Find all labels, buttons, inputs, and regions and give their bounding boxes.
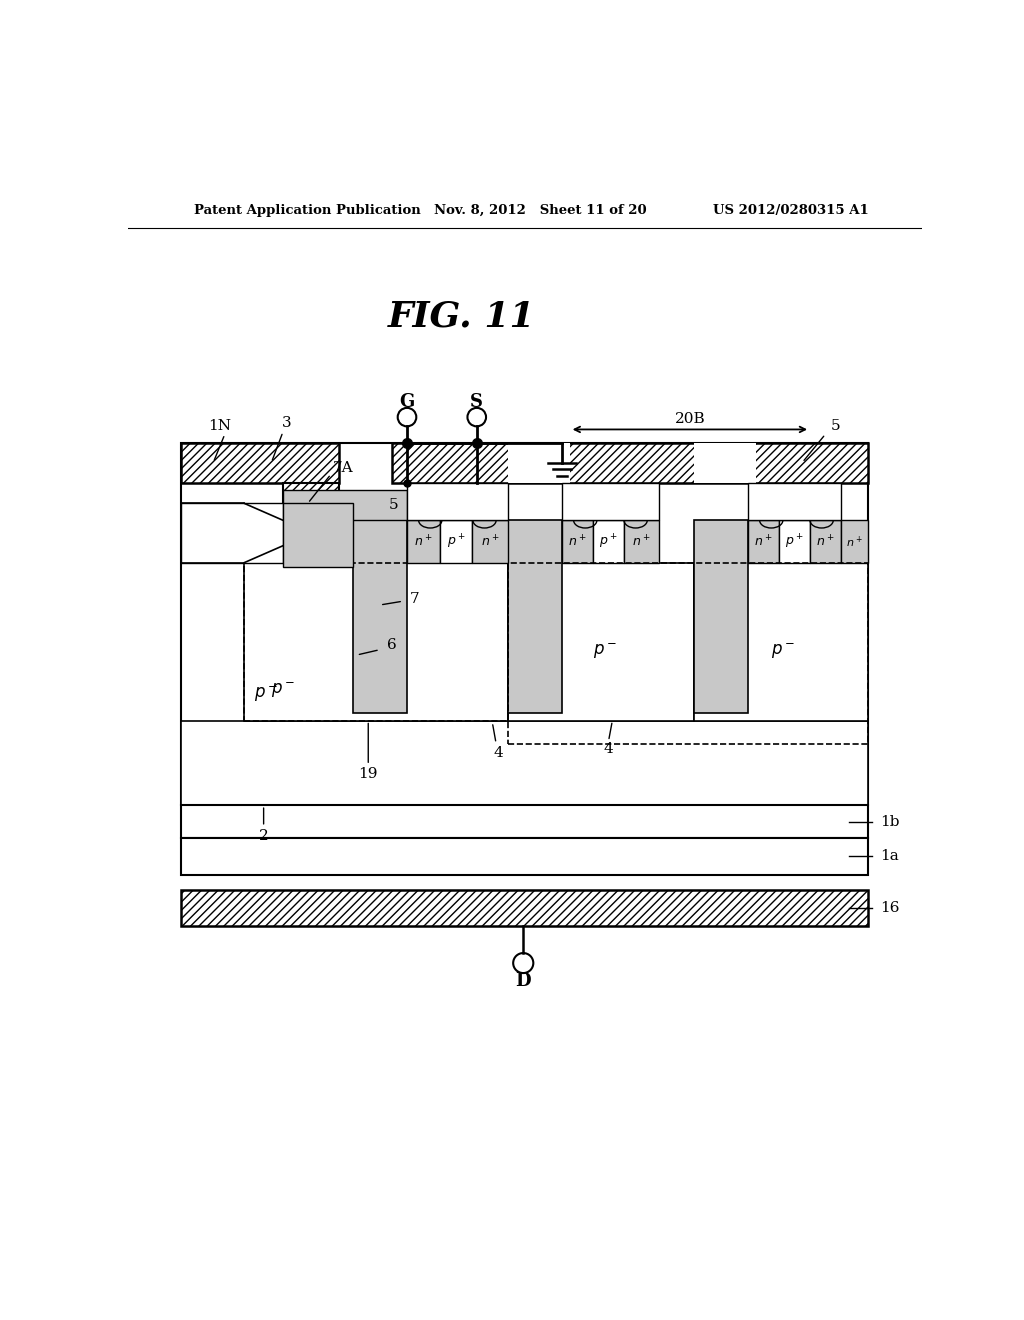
Bar — [180, 444, 339, 483]
Text: $p^-$: $p^-$ — [593, 642, 616, 661]
Bar — [810, 520, 841, 562]
Text: $n^+$: $n^+$ — [414, 535, 432, 549]
Text: 3: 3 — [282, 416, 292, 430]
Bar — [693, 444, 756, 483]
Text: S: S — [470, 393, 483, 411]
Text: $p^+$: $p^+$ — [785, 533, 804, 550]
Bar — [180, 503, 283, 562]
Text: FIG. 11: FIG. 11 — [387, 300, 536, 333]
Bar — [779, 520, 810, 562]
Text: 1b: 1b — [880, 816, 899, 829]
Text: 1N: 1N — [208, 418, 231, 433]
Text: $p^-$: $p^-$ — [271, 680, 295, 700]
Bar — [562, 520, 593, 562]
Bar — [283, 483, 339, 503]
Bar — [439, 520, 472, 562]
Bar — [693, 520, 748, 713]
Text: 19: 19 — [358, 767, 378, 781]
Text: $n^+$: $n^+$ — [480, 535, 500, 549]
Text: $p^-$: $p^-$ — [254, 684, 279, 704]
Text: 4: 4 — [494, 746, 504, 760]
Bar — [508, 444, 569, 483]
Bar — [472, 520, 508, 562]
Bar — [748, 483, 841, 520]
Bar — [245, 562, 508, 721]
Bar — [180, 444, 868, 805]
Text: 20B: 20B — [675, 412, 706, 425]
Bar — [593, 520, 624, 562]
Bar — [508, 562, 868, 743]
Bar — [407, 483, 508, 520]
Bar — [180, 721, 868, 805]
Bar — [283, 490, 407, 520]
Text: $n^+$: $n^+$ — [755, 535, 773, 549]
Text: Patent Application Publication: Patent Application Publication — [194, 205, 421, 218]
Text: $p^+$: $p^+$ — [599, 533, 617, 550]
Text: $n^+$: $n^+$ — [846, 535, 862, 549]
Bar — [508, 520, 562, 713]
Text: 7: 7 — [410, 591, 420, 606]
Bar — [693, 562, 868, 721]
Text: D: D — [515, 972, 531, 990]
Text: Nov. 8, 2012   Sheet 11 of 20: Nov. 8, 2012 Sheet 11 of 20 — [434, 205, 647, 218]
Text: $n^+$: $n^+$ — [816, 535, 835, 549]
Text: 16: 16 — [880, 902, 899, 915]
Text: $n^+$: $n^+$ — [568, 535, 587, 549]
Bar — [407, 520, 439, 562]
Text: 7A: 7A — [333, 461, 353, 475]
Text: US 2012/0280315 A1: US 2012/0280315 A1 — [713, 205, 869, 218]
Bar — [283, 503, 352, 566]
Text: $n^+$: $n^+$ — [632, 535, 650, 549]
Text: 2: 2 — [259, 829, 268, 843]
Bar — [562, 483, 658, 520]
Bar — [748, 520, 779, 562]
Text: 5: 5 — [830, 418, 841, 433]
Bar — [841, 520, 868, 562]
Bar — [245, 562, 508, 721]
Bar — [624, 520, 658, 562]
Bar — [180, 890, 868, 927]
Bar — [508, 562, 693, 721]
Text: $p^+$: $p^+$ — [446, 533, 465, 550]
Bar — [180, 838, 868, 875]
Bar — [352, 503, 407, 713]
Text: 6: 6 — [387, 638, 396, 652]
Text: G: G — [399, 393, 415, 411]
Text: $p^-$: $p^-$ — [771, 642, 795, 661]
Bar — [391, 444, 868, 483]
Bar — [180, 805, 868, 838]
Text: 1a: 1a — [880, 849, 898, 863]
Text: 4: 4 — [603, 742, 613, 756]
Text: 5: 5 — [389, 498, 398, 512]
